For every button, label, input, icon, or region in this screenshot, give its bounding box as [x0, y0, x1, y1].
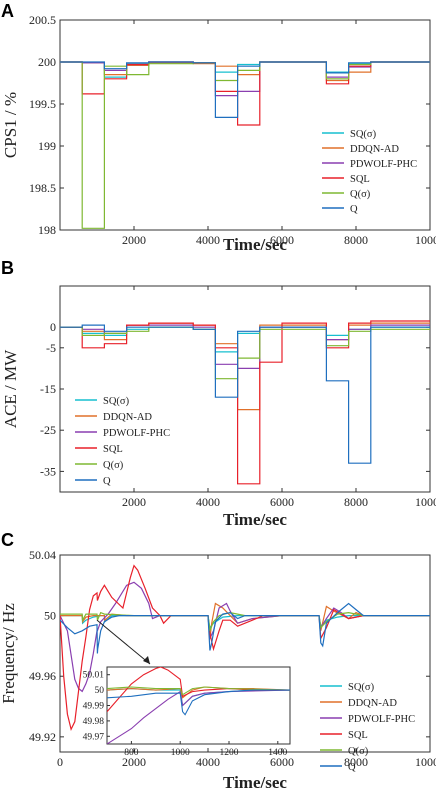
series-group [60, 564, 430, 732]
y-axis-label: ACE / MW [1, 349, 20, 428]
y-tick-label: 200 [38, 55, 56, 69]
series-line [60, 324, 430, 464]
inset-y-tick-label: 49.98 [83, 717, 105, 727]
inset-series-group [107, 667, 290, 744]
inset-x-tick-label: 1400 [268, 748, 287, 758]
legend-label: SQL [103, 444, 123, 455]
zoom-arrow [96, 619, 151, 665]
inset-series-line [107, 686, 290, 696]
x-tick-label: 4000 [196, 755, 220, 769]
plot-frame [59, 554, 431, 753]
x-tick-label: 0 [57, 755, 63, 769]
inset-frame [106, 666, 291, 745]
series-group [60, 320, 430, 485]
series-group [60, 61, 430, 229]
legend-label: SQL [350, 174, 370, 185]
legend-label: SQ(σ) [350, 129, 377, 140]
x-tick-label: 4000 [196, 495, 220, 509]
legend: SQ(σ) DDQN-AD PDWOLF-PHC SQL Q(σ) Q [322, 129, 417, 215]
legend-label: SQL [348, 730, 368, 741]
y-tick-label: -35 [40, 464, 56, 478]
series-line [60, 61, 430, 119]
legend-label: SQ(σ) [103, 396, 130, 407]
legend-label: Q [350, 204, 358, 215]
x-axis-label: Time/sec [223, 773, 287, 792]
legend-label: SQ(σ) [348, 682, 375, 693]
x-axis-label: Time/sec [223, 235, 287, 254]
legend-label: DDQN-AD [348, 698, 397, 709]
legend-label: Q(σ) [103, 460, 124, 471]
inset-y-tick-label: 50.01 [83, 671, 105, 681]
y-tick-label: 50 [44, 609, 56, 623]
x-tick-label: 8000 [344, 495, 368, 509]
y-tick-label: 49.96 [29, 669, 56, 683]
y-axis-label: Frequency/ Hz [0, 603, 18, 704]
x-axis-label: Time/sec [223, 510, 287, 529]
legend-label: Q(σ) [348, 746, 369, 757]
legend-label: Q [103, 476, 111, 487]
y-tick-label: -25 [40, 423, 56, 437]
inset-x-tick-label: 1200 [220, 748, 239, 758]
y-tick-label: -5 [46, 341, 56, 355]
legend: SQ(σ) DDQN-AD PDWOLF-PHC SQL Q(σ) Q [320, 682, 415, 773]
legend-label: DDQN-AD [350, 144, 399, 155]
inset-series-line [107, 689, 290, 716]
panel-label-c: C [1, 530, 14, 550]
y-tick-label: 49.92 [29, 730, 56, 744]
inset-x-tick-label: 1000 [171, 748, 190, 758]
chart-panels: 200040006000800010000198198.5199199.5200… [0, 13, 436, 792]
x-tick-label: 2000 [122, 495, 146, 509]
y-tick-label: 199 [38, 139, 56, 153]
x-tick-label: 6000 [270, 755, 294, 769]
legend-label: PDWOLF-PHC [350, 159, 417, 170]
plot-frame [59, 19, 431, 231]
legend: SQ(σ) DDQN-AD PDWOLF-PHC SQL Q(σ) Q [75, 396, 170, 487]
y-tick-label: 198.5 [29, 181, 56, 195]
panel-label-a: A [1, 1, 14, 21]
legend-label: Q(σ) [350, 189, 371, 200]
y-tick-label: 200.5 [29, 13, 56, 27]
inset-chart: 800 1000 1200 1400 49.97 49.98 49.99 50 50.01 [83, 666, 291, 758]
legend-label: Q [348, 762, 356, 773]
legend-label: PDWOLF-PHC [103, 428, 170, 439]
x-tick-label: 2000 [122, 755, 146, 769]
y-tick-label: 199.5 [29, 97, 56, 111]
y-tick-label: 0 [50, 320, 56, 334]
panel-label-b: B [1, 258, 14, 278]
x-tick-label: 2000 [122, 233, 146, 247]
legend-label: PDWOLF-PHC [348, 714, 415, 725]
x-tick-label: 6000 [270, 495, 294, 509]
x-tick-label: 4000 [196, 233, 220, 247]
inset-series-line [107, 689, 290, 744]
x-tick-label: 8000 [344, 755, 368, 769]
series-line [60, 602, 430, 654]
y-tick-label: 50.04 [29, 548, 56, 562]
inset-x-tick-label: 800 [124, 748, 139, 758]
series-line [60, 320, 430, 485]
x-tick-label: 6000 [270, 233, 294, 247]
legend-label: DDQN-AD [103, 412, 152, 423]
inset-y-tick-label: 50 [95, 686, 105, 696]
y-tick-label: -15 [40, 382, 56, 396]
inset-y-tick-label: 49.99 [83, 702, 105, 712]
y-tick-label: 198 [38, 223, 56, 237]
zoom-arrowhead [143, 656, 150, 664]
y-axis-label: CPS1 / % [1, 92, 20, 158]
x-tick-label: 8000 [344, 233, 368, 247]
inset-y-tick-label: 49.97 [83, 732, 105, 742]
